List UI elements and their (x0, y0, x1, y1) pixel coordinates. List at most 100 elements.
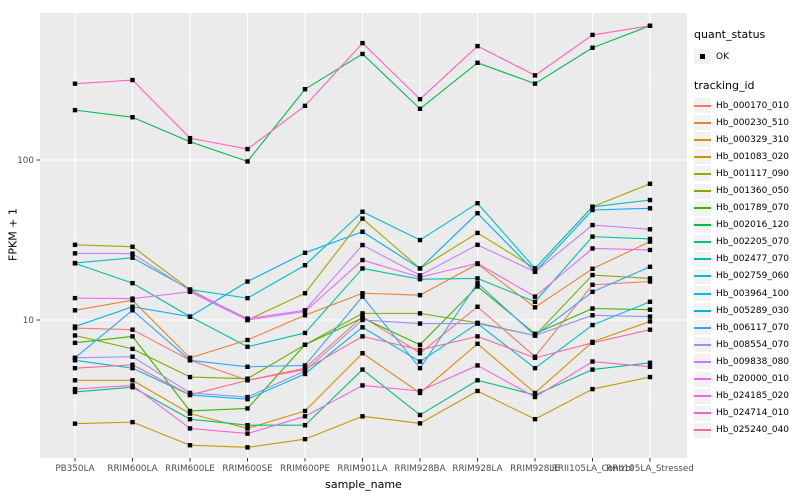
x-tick-label: RRII105LA_Control (552, 464, 634, 474)
data-point (417, 365, 423, 371)
legend-key (694, 200, 711, 216)
data-point (245, 406, 250, 411)
data-point (302, 371, 308, 377)
data-point (647, 319, 653, 324)
series-color-line-icon (694, 104, 711, 107)
data-point (590, 222, 595, 228)
legend-item-tracking: Hb_000230_510 (694, 114, 800, 131)
data-point (360, 317, 365, 323)
data-point (475, 276, 480, 281)
data-point (245, 159, 250, 164)
data-point (475, 43, 480, 49)
data-point (72, 358, 78, 363)
data-point (130, 77, 135, 83)
legend-key (694, 268, 711, 284)
data-point (590, 207, 595, 213)
legend-key (694, 303, 711, 319)
data-point (647, 276, 653, 281)
data-point (72, 421, 78, 426)
data-point (130, 419, 135, 425)
data-point (417, 342, 423, 347)
data-point (647, 307, 653, 312)
data-point (187, 314, 193, 319)
legend-key (694, 234, 711, 250)
data-point (187, 139, 193, 144)
data-point (590, 359, 595, 364)
series-color-line-icon (694, 360, 711, 363)
data-point (475, 388, 480, 394)
series-color-line-icon (694, 343, 711, 346)
data-point (245, 426, 250, 431)
legend-item-tracking: Hb_002205_070 (694, 234, 800, 251)
data-point (647, 181, 653, 186)
legend-key (694, 149, 711, 165)
x-tick-label: PB350LA (55, 464, 94, 474)
data-point (532, 294, 538, 299)
x-axis-title: sample_name (325, 478, 402, 491)
data-point (130, 304, 135, 309)
data-point (590, 313, 595, 318)
legend-item-tracking: Hb_001083_020 (694, 148, 800, 165)
legend-key (694, 354, 711, 370)
data-point (187, 374, 193, 380)
series-color-line-icon (694, 190, 711, 193)
data-point (647, 299, 653, 304)
data-point (532, 81, 538, 86)
data-point (360, 51, 365, 57)
legend-item-label: Hb_020000_010 (716, 374, 790, 385)
data-point (360, 367, 365, 372)
data-point (647, 247, 653, 253)
legend-tracking-items: Hb_000170_010 Hb_000230_510 Hb_000329_310 H… (694, 97, 800, 439)
data-point (187, 289, 193, 295)
data-point (245, 146, 250, 152)
point-icon (700, 54, 705, 59)
data-point (187, 443, 193, 448)
data-point (130, 280, 135, 286)
data-point (72, 378, 78, 383)
data-point (245, 445, 250, 450)
legend-item-tracking: Hb_003964_100 (694, 285, 800, 302)
data-point (417, 266, 423, 271)
data-point (72, 295, 78, 301)
legend-item-label: Hb_001083_020 (716, 151, 790, 162)
x-tick-label: RRIM928LA (452, 464, 502, 474)
legend-item-label: Hb_002016_120 (716, 220, 790, 231)
series-color-line-icon (694, 224, 711, 227)
series-color-line-icon (694, 172, 711, 175)
data-point (647, 374, 653, 380)
data-point (590, 32, 595, 38)
legend-key (694, 166, 711, 182)
legend-title-quant-status: quant_status (694, 28, 766, 41)
series-color-line-icon (694, 138, 711, 141)
data-point (417, 321, 423, 326)
series-color-line-icon (694, 207, 711, 210)
data-point (187, 358, 193, 363)
data-point (360, 325, 365, 330)
data-point (590, 246, 595, 251)
data-point (532, 299, 538, 304)
data-point (647, 197, 653, 203)
data-point (417, 421, 423, 426)
data-point (590, 266, 595, 271)
data-point (302, 414, 308, 419)
data-point (475, 60, 480, 66)
legend-item-tracking: Hb_002016_120 (694, 217, 800, 234)
data-point (72, 251, 78, 256)
data-point (475, 230, 480, 236)
series-color-line-icon (694, 309, 711, 312)
data-point (245, 394, 250, 400)
data-point (302, 367, 308, 372)
series-color-line-icon (694, 395, 711, 398)
data-point (532, 416, 538, 422)
legend-key (694, 132, 711, 148)
data-point (302, 330, 308, 336)
legend-item-tracking: Hb_002759_060 (694, 268, 800, 285)
data-point (532, 355, 538, 361)
legend-item-label: Hb_008554_070 (716, 339, 790, 350)
y-tick-label: 100 (17, 156, 34, 166)
legend-item-label: Hb_001789_070 (716, 203, 790, 214)
data-point (72, 340, 78, 346)
data-point (130, 327, 135, 332)
data-point (360, 266, 365, 271)
